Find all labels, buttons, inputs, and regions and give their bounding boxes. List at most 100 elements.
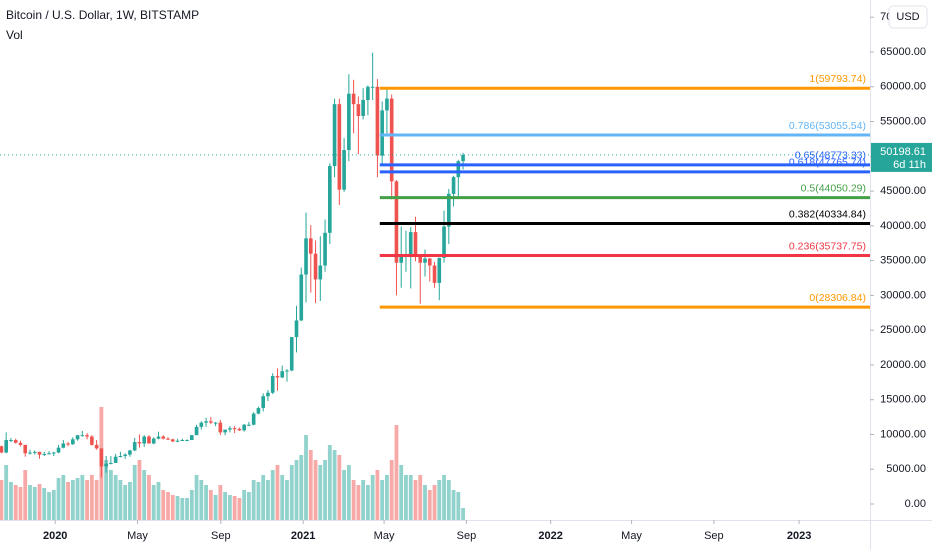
candle-body [42, 453, 47, 455]
candle-body [99, 448, 104, 467]
candle-body [209, 421, 213, 423]
volume-bar [32, 487, 37, 520]
x-tick-label: Sep [704, 530, 724, 542]
volume-bar [70, 480, 75, 520]
candle-body [261, 396, 265, 409]
volume-bar [104, 460, 109, 520]
fib-label: 1(59793.74) [809, 73, 866, 85]
candle-body [137, 442, 142, 444]
candle-body [51, 452, 56, 454]
y-tick-label: 60000.00 [880, 81, 926, 93]
volume-bar [294, 460, 299, 520]
volume-bar [399, 465, 404, 520]
candle-body [418, 256, 423, 263]
currency-button[interactable] [888, 5, 928, 29]
x-tick-label: Sep [457, 530, 477, 542]
countdown-label: 6d 11h [893, 159, 926, 171]
volume-bar [113, 475, 118, 520]
candle-body [337, 104, 342, 190]
volume-bar [365, 485, 370, 520]
candle-body [28, 452, 32, 454]
volume-bar [213, 495, 218, 520]
volume-bar [128, 482, 132, 520]
volume-bar [332, 450, 337, 520]
volume-bar [261, 475, 266, 520]
candle-body [180, 440, 185, 442]
candle-body [94, 444, 99, 449]
candle-body [275, 376, 280, 378]
volume-bar [251, 480, 256, 520]
volume-bar [23, 470, 28, 520]
volume-bar [346, 465, 351, 520]
volume-bar [237, 498, 242, 520]
candle-body [299, 274, 304, 321]
x-tick-label: May [127, 530, 148, 542]
candle-body [332, 104, 337, 167]
candle-body [113, 456, 118, 463]
candle-body [385, 98, 389, 111]
volume-bar [123, 485, 128, 520]
volume-bar [413, 480, 418, 520]
volume-bar [285, 480, 289, 520]
candle-body [128, 450, 132, 455]
candle-body [380, 110, 384, 156]
candle-body [156, 436, 161, 439]
volume-bar [280, 475, 285, 520]
y-tick-label: 45000.00 [880, 185, 926, 197]
candle-body [427, 258, 432, 266]
volume-bar [47, 492, 51, 520]
volume-bar [404, 475, 408, 520]
volume-bar [227, 495, 232, 520]
fib-label: 0.786(53055.54) [789, 120, 866, 132]
candle-body [123, 454, 127, 457]
volume-bar [418, 475, 423, 520]
y-tick-label: 5000.00 [886, 463, 926, 475]
x-tick-label: May [374, 530, 395, 542]
volume-bar [456, 492, 461, 520]
volume-bar [85, 480, 89, 520]
candle-body [356, 104, 361, 116]
volume-bar [185, 498, 189, 520]
candle-body [18, 442, 23, 445]
candle-body [389, 98, 394, 182]
candle-body [132, 442, 137, 451]
candle-body [175, 440, 180, 442]
candle-body [161, 436, 166, 439]
volume-bar [342, 470, 347, 520]
candle-body [451, 177, 456, 194]
x-tick-label: May [621, 530, 642, 542]
candle-body [218, 422, 223, 433]
candle-body [185, 440, 189, 442]
y-tick-label: 0.00 [905, 498, 926, 510]
candle-body [242, 424, 246, 431]
volume-bar [370, 475, 375, 520]
volume-bar [0, 480, 4, 520]
volume-bar [442, 475, 446, 520]
volume-bar [13, 485, 18, 520]
volume-bar [189, 490, 194, 520]
volume-bar [80, 475, 85, 520]
volume-bar [361, 480, 366, 520]
volume-bar [9, 482, 13, 520]
y-tick-label: 25000.00 [880, 324, 926, 336]
candle-body [437, 257, 442, 283]
volume-bar [351, 480, 356, 520]
candle-body [147, 436, 151, 444]
candle-body [204, 421, 208, 423]
candle-body [170, 439, 175, 442]
currency-label[interactable]: USD [896, 11, 919, 23]
candle-body [237, 428, 242, 431]
candle-body [423, 258, 427, 263]
candle-body [166, 438, 170, 440]
candle-body [32, 451, 37, 453]
candle-body [151, 438, 156, 444]
last-price-box [871, 142, 932, 172]
volume-bar [313, 460, 318, 520]
volume-bar [446, 480, 451, 520]
volume-bar [270, 470, 275, 520]
volume-bar [147, 475, 151, 520]
volume-bar [142, 470, 147, 520]
candle-body [294, 320, 299, 338]
volume-bar [180, 498, 185, 520]
